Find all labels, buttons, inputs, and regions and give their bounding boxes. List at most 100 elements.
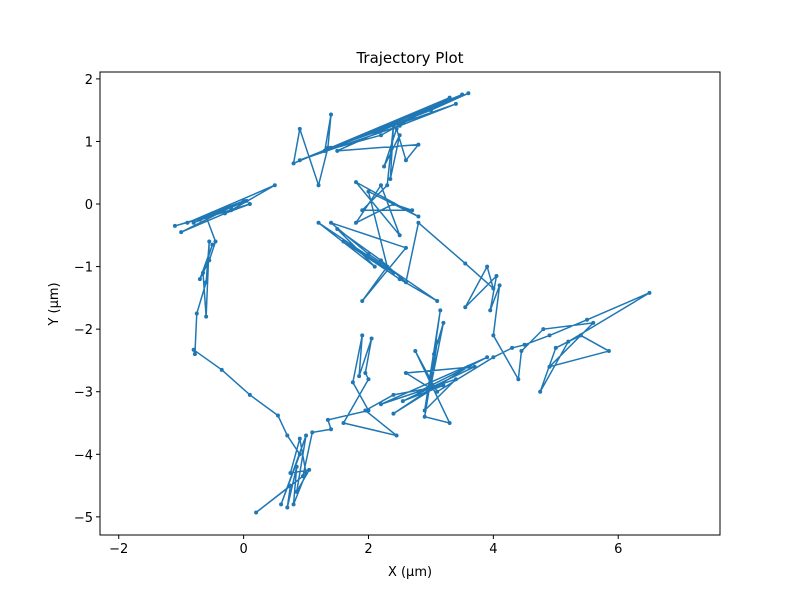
point [325,417,330,422]
point [403,158,408,163]
point [363,370,368,375]
point [325,145,330,150]
point [466,364,471,369]
point [519,349,524,354]
point [385,183,390,188]
point [213,239,218,244]
point [416,389,421,394]
point [229,208,234,213]
point [435,389,440,394]
point [172,223,177,228]
point [285,505,290,510]
point [353,180,358,185]
point [185,220,190,225]
point [204,280,209,285]
point [229,205,234,210]
point [222,211,227,216]
point [400,399,405,404]
point [191,220,196,225]
point [241,198,246,203]
point [432,352,437,357]
point [491,355,496,360]
point [197,277,202,282]
point [403,245,408,250]
point [288,471,293,476]
x-axis-label: X (μm) [388,565,432,580]
point [485,355,490,360]
point [300,474,305,479]
point [463,305,468,310]
y-tick-label: −5 [74,511,93,526]
point [329,427,334,432]
point [382,164,387,169]
y-tick-label: −2 [74,323,93,338]
point [378,258,383,263]
point [219,367,224,372]
point [291,161,296,166]
point [307,467,312,472]
point [441,383,446,388]
point [494,273,499,278]
point [538,389,543,394]
point [438,308,443,313]
y-tick-label: 0 [85,198,93,213]
point [294,489,299,494]
point [279,502,284,507]
point [497,283,502,288]
point [378,133,383,138]
y-tick-label: 2 [85,73,93,88]
point [388,176,393,181]
point [491,333,496,338]
point [553,345,558,350]
point [335,148,340,153]
point [366,408,371,413]
point [547,364,552,369]
point [428,386,433,391]
point [422,414,427,419]
point [397,123,402,128]
point [428,108,433,113]
point [247,202,252,207]
point [297,126,302,131]
point [335,227,340,232]
y-tick-label: −4 [74,448,93,463]
point [447,421,452,426]
point [275,413,280,418]
point [191,347,196,352]
point [341,421,346,426]
point [522,342,527,347]
point [491,286,496,291]
point [210,242,215,247]
point [366,377,371,382]
y-tick-label: −1 [74,261,93,276]
point [591,320,596,325]
x-tick-label: 4 [489,542,497,557]
point [201,270,206,275]
point [179,230,184,235]
point [316,183,321,188]
point [647,290,652,295]
point [207,239,212,244]
x-tick-label: −2 [109,542,128,557]
point [566,339,571,344]
x-tick-label: 0 [239,542,247,557]
point [416,142,421,147]
point [441,320,446,325]
point [304,433,309,438]
point [403,370,408,375]
point [466,91,471,96]
point [244,198,249,203]
point [422,408,427,413]
point [447,95,452,100]
point [210,211,215,216]
point [207,258,212,263]
point [366,252,371,257]
point [391,411,396,416]
point [360,208,365,213]
point [460,92,465,97]
point [353,220,358,225]
chart-title: Trajectory Plot [355,49,463,67]
point [372,264,377,269]
point [488,308,493,313]
